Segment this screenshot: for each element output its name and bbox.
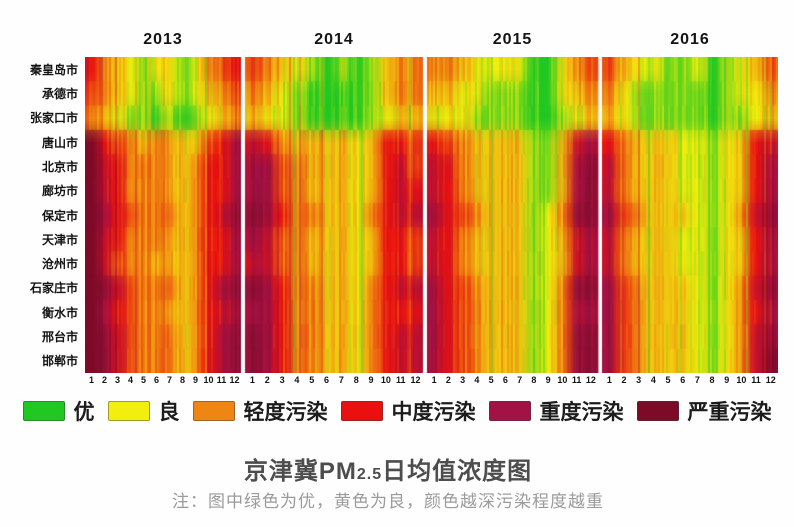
month-tick: 8	[709, 375, 715, 385]
month-tick: 8	[531, 375, 537, 385]
city-label: 沧州市	[41, 257, 78, 272]
month-tick: 10	[557, 375, 568, 385]
month-tick: 10	[380, 375, 391, 385]
month-tick: 2	[621, 375, 627, 385]
month-tick: 6	[502, 375, 508, 385]
city-label: 衡水市	[41, 305, 78, 320]
year-label: 2014	[314, 31, 354, 48]
month-tick: 3	[636, 375, 642, 385]
month-tick: 10	[203, 375, 214, 385]
month-tick: 7	[517, 375, 523, 385]
legend-label: 中度污染	[391, 401, 476, 424]
month-tick: 1	[88, 375, 94, 385]
month-tick: 1	[431, 375, 437, 385]
legend-item: 重度污染	[488, 396, 624, 426]
month-tick: 9	[192, 375, 198, 385]
city-axis: 秦皇岛市承德市张家口市唐山市北京市廊坊市保定市天津市沧州市石家庄市衡水市邢台市邯…	[0, 57, 81, 373]
month-tick-group: 1 2 3 4 5 6 7 8 9 10 11 12	[245, 374, 423, 387]
month-tick: 11	[216, 375, 227, 385]
month-tick: 2	[264, 375, 270, 385]
legend-swatch	[22, 401, 65, 421]
chart-title: 京津冀PM2.5日均值浓度图	[0, 451, 776, 486]
legend-item: 轻度污染	[192, 396, 328, 426]
month-tick: 2	[101, 375, 107, 385]
month-tick: 10	[736, 375, 747, 385]
month-tick: 12	[765, 375, 776, 385]
month-tick: 5	[665, 375, 671, 385]
legend-swatch	[107, 401, 150, 421]
city-label: 邢台市	[41, 330, 78, 345]
city-label: 北京市	[41, 159, 78, 174]
month-tick: 5	[488, 375, 494, 385]
city-label: 张家口市	[29, 111, 78, 126]
month-tick: 11	[751, 375, 761, 385]
month-tick: 3	[114, 375, 120, 385]
legend-label: 优	[73, 401, 95, 424]
legend-label: 轻度污染	[243, 401, 328, 424]
month-tick: 5	[309, 375, 315, 385]
chart-title-suffix: 日均值浓度图	[382, 458, 533, 485]
month-tick: 5	[140, 375, 146, 385]
month-tick: 12	[229, 375, 240, 385]
month-tick: 7	[694, 375, 700, 385]
month-tick: 8	[179, 375, 185, 385]
legend-label: 重度污染	[539, 401, 624, 424]
year-label: 2013	[143, 31, 183, 48]
month-tick: 11	[571, 375, 582, 385]
heatmap-canvas	[85, 57, 778, 373]
chart-note: 注：图中绿色为优，黄色为良，颜色越深污染程度越重	[172, 492, 604, 511]
city-label: 秦皇岛市	[29, 62, 78, 77]
chart-title-subscript: 2.5	[356, 466, 383, 483]
month-tick: 6	[324, 375, 330, 385]
month-tick: 12	[410, 375, 421, 385]
year-label: 2016	[670, 31, 710, 48]
month-tick: 9	[368, 375, 374, 385]
legend-swatch	[192, 401, 235, 421]
legend: 优 良 轻度污染 中度污染 重度污染 严重污染	[0, 397, 794, 425]
legend-item: 中度污染	[340, 396, 476, 426]
chart-title-prefix: 京津冀PM	[243, 458, 357, 485]
legend-item: 优	[22, 396, 95, 426]
month-tick: 1	[249, 375, 255, 385]
month-tick: 4	[127, 375, 133, 385]
city-label: 廊坊市	[41, 184, 78, 199]
legend-item: 良	[107, 396, 180, 426]
city-label: 邯郸市	[41, 354, 78, 369]
city-label: 石家庄市	[29, 281, 78, 296]
month-tick: 4	[650, 375, 656, 385]
month-tick: 7	[338, 375, 344, 385]
month-tick: 7	[166, 375, 172, 385]
month-tick-group: 1 2 3 4 5 6 7 8 9 10 11 12	[602, 374, 778, 387]
month-tick: 9	[724, 375, 730, 385]
month-tick: 4	[294, 375, 300, 385]
month-tick: 3	[279, 375, 285, 385]
month-tick: 2	[445, 375, 451, 385]
city-label: 承德市	[41, 86, 78, 101]
legend-swatch	[488, 401, 531, 421]
month-tick: 6	[680, 375, 686, 385]
year-label: 2015	[492, 31, 533, 48]
month-tick: 8	[353, 375, 359, 385]
city-label: 天津市	[41, 232, 78, 247]
legend-item: 严重污染	[636, 396, 772, 426]
month-tick: 3	[460, 375, 466, 385]
legend-swatch	[340, 401, 383, 421]
month-tick: 11	[395, 375, 406, 385]
month-tick-group: 1 2 3 4 5 6 7 8 9 10 11 12	[85, 374, 241, 387]
legend-label: 严重污染	[687, 401, 772, 424]
month-tick: 12	[585, 375, 596, 385]
month-tick: 4	[474, 375, 480, 385]
legend-swatch	[636, 401, 679, 421]
city-label: 保定市	[41, 208, 78, 223]
month-tick: 9	[545, 375, 551, 385]
month-tick-group: 1 2 3 4 5 6 7 8 9 10 11 12	[427, 374, 598, 387]
month-tick: 6	[153, 375, 159, 385]
month-tick: 1	[606, 375, 612, 385]
city-label: 唐山市	[41, 135, 78, 150]
legend-label: 良	[158, 401, 180, 424]
